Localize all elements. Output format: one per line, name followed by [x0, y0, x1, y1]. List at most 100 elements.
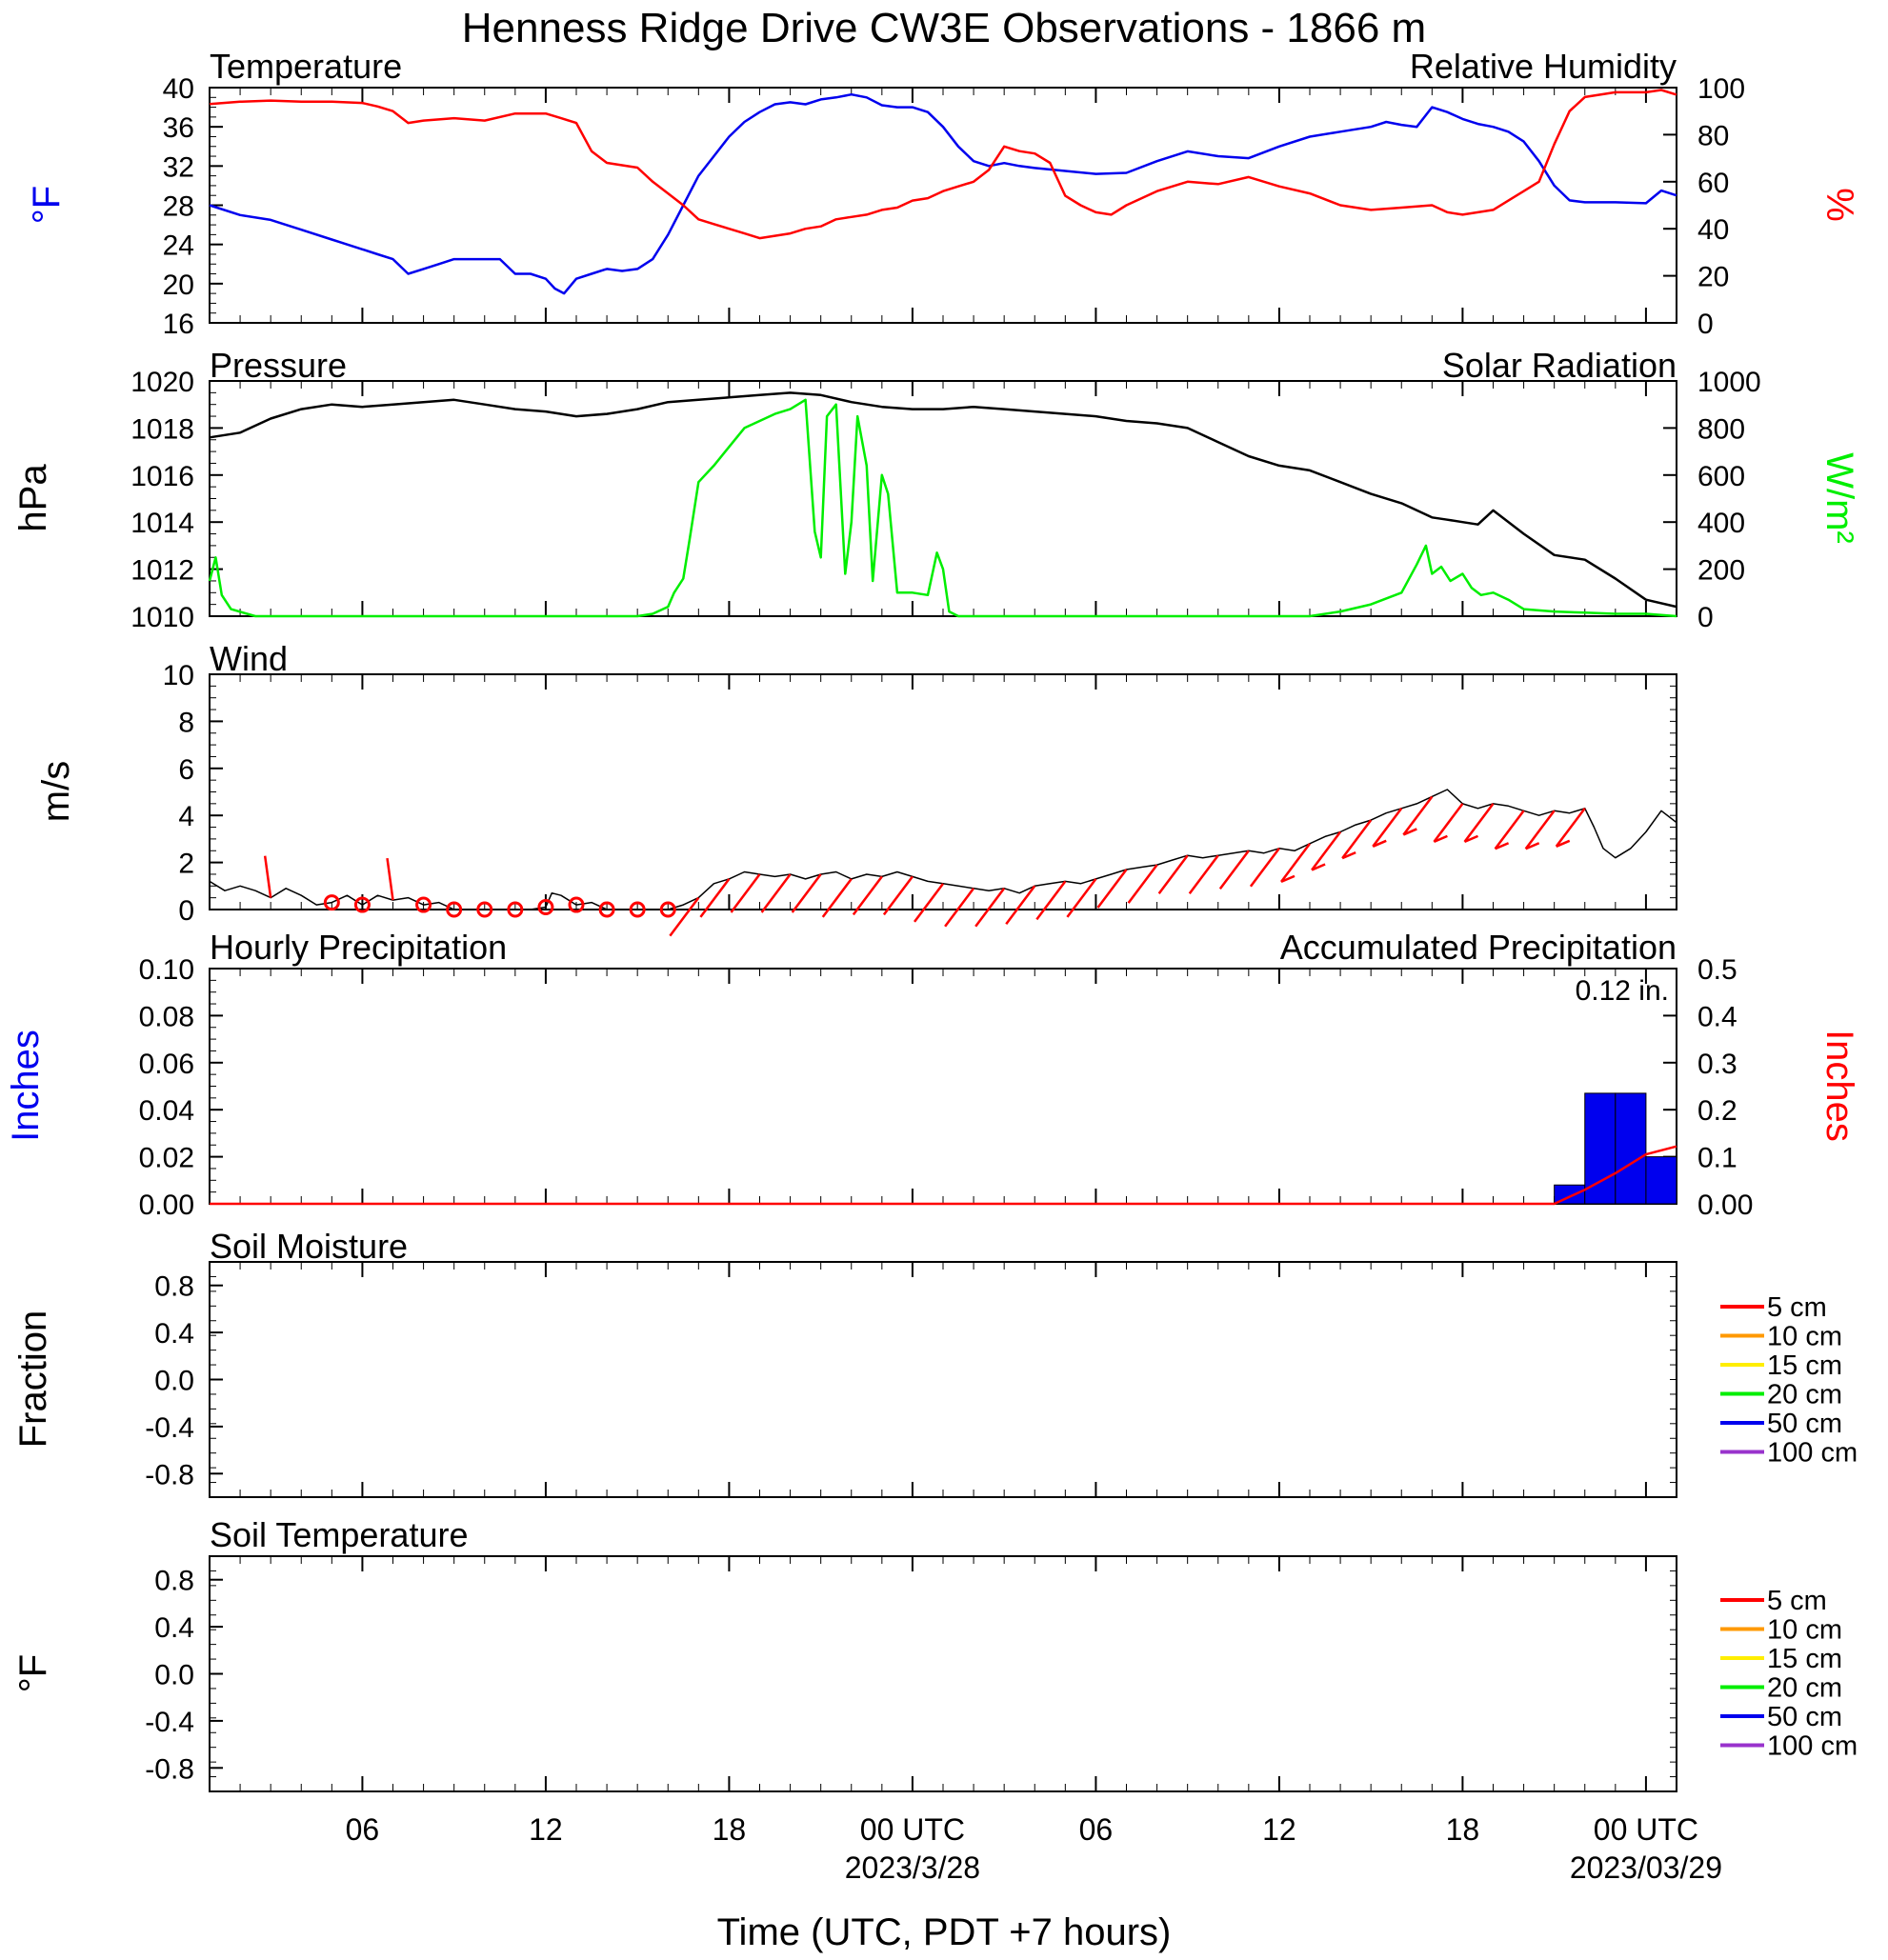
- calm-wind-marker: [507, 901, 524, 918]
- wind-barb: [944, 888, 975, 928]
- accum-precip-total: 0.12 in.: [1576, 975, 1669, 1007]
- wind-barb-flag: [1311, 863, 1326, 871]
- temperature-line: [209, 92, 1677, 295]
- calm-wind-marker: [415, 896, 432, 913]
- legend-label: 100 cm: [1767, 1438, 1858, 1469]
- legend-label: 5 cm: [1767, 1292, 1827, 1323]
- x-tick-label: 00 UTC: [1594, 1812, 1698, 1847]
- y-tick-label: 20: [1697, 262, 1729, 293]
- soil-moisture-title: Soil Moisture: [210, 1227, 408, 1266]
- temperature-humidity-panel: Temperature Relative Humidity °F % 16 20 2…: [26, 47, 1860, 340]
- wind-barb: [914, 883, 944, 923]
- soil-temperature-x-ticks: [209, 1556, 1677, 1791]
- legend-label: 15 cm: [1767, 1350, 1842, 1381]
- legend-label: 20 cm: [1767, 1673, 1842, 1704]
- wind-barb: [791, 873, 822, 913]
- wind-barb-flag: [1556, 839, 1571, 848]
- humidity-title: Relative Humidity: [1410, 47, 1677, 86]
- y-tick-label: -0.4: [145, 1412, 194, 1444]
- wind-barb: [1341, 819, 1373, 859]
- y-tick-label: 32: [163, 151, 194, 183]
- solar-axis-label: W/m²: [1818, 452, 1860, 544]
- calm-wind-marker: [537, 899, 554, 916]
- temperature-humidity-series: [209, 89, 1677, 295]
- y-tick-label: 28: [163, 191, 194, 223]
- pressure-solar-panel: Pressure Solar Radiation hPa W/m² 101010…: [12, 346, 1860, 633]
- humidity-line: [209, 89, 1677, 240]
- y-tick-label: 0.0: [154, 1660, 194, 1691]
- humidity-axis-label: %: [1818, 188, 1860, 222]
- y-tick-label: 1020: [131, 367, 194, 398]
- wind-barb: [1035, 880, 1067, 921]
- calm-wind-marker: [476, 901, 493, 918]
- wind-barb: [1005, 885, 1036, 926]
- y-tick-label: 1018: [131, 413, 194, 445]
- x-tick-label: 06: [346, 1812, 380, 1847]
- y-tick-label: 1010: [131, 602, 194, 633]
- y-tick-label: 40: [163, 73, 194, 105]
- solar-line: [208, 398, 1677, 618]
- wind-barb: [1494, 810, 1525, 850]
- wind-barb: [1372, 808, 1403, 848]
- pressure-line: [209, 391, 1677, 609]
- calm-wind-marker: [353, 896, 371, 913]
- y-tick-label: 1016: [131, 461, 194, 492]
- wind-panel: Wind m/s 0 2 4 6 8 10: [35, 639, 1677, 937]
- legend-label: 50 cm: [1767, 1702, 1842, 1732]
- temperature-humidity-frame: [209, 87, 1677, 324]
- temperature-x-ticks: [209, 88, 1677, 323]
- wind-barb: [974, 888, 1006, 928]
- wind-barb: [821, 878, 853, 918]
- wind-x-ticks: [209, 674, 1677, 910]
- y-tick-label: 1014: [131, 508, 194, 539]
- wind-barb-flag: [1372, 839, 1387, 848]
- wind-series: [209, 789, 1677, 937]
- x-tick-label: 12: [1262, 1812, 1296, 1847]
- accum-precip-ticks: 0.00 0.1 0.2 0.3 0.4 0.5: [1663, 954, 1753, 1221]
- hourly-precip-title: Hourly Precipitation: [210, 928, 507, 967]
- solar-ticks: 0 200 400 600 800 1000: [1663, 367, 1761, 633]
- soil-moisture-frame: [209, 1261, 1677, 1498]
- x-tick-label: 12: [529, 1812, 563, 1847]
- y-tick-label: 0.8: [154, 1271, 194, 1303]
- hourly-precip-axis-label: Inches: [5, 1030, 47, 1142]
- accum-precip-title: Accumulated Precipitation: [1280, 928, 1677, 967]
- wind-barb: [1157, 854, 1189, 894]
- y-tick-label: 6: [178, 754, 194, 786]
- time-axis-title: Time (UTC, PDT +7 hours): [717, 1911, 1172, 1953]
- solar-title: Solar Radiation: [1442, 346, 1677, 385]
- y-tick-label: 0: [178, 895, 194, 927]
- y-tick-label: 24: [163, 230, 194, 262]
- legend-label: 20 cm: [1767, 1380, 1842, 1410]
- wind-barb: [1218, 850, 1250, 890]
- y-tick-label: 0.06: [139, 1049, 194, 1080]
- wind-barb: [1066, 878, 1097, 918]
- temperature-title: Temperature: [210, 47, 402, 86]
- y-tick-label: 2: [178, 849, 194, 880]
- y-tick-label: 0.0: [154, 1366, 194, 1397]
- y-tick-label: 0: [1697, 309, 1714, 340]
- x-tick-label: 18: [713, 1812, 747, 1847]
- accum-precip-axis-label: Inches: [1818, 1030, 1860, 1142]
- x-tick-date: 2023/03/29: [1570, 1850, 1722, 1885]
- y-tick-label: 0.4: [154, 1612, 194, 1644]
- wind-barb-flag: [1495, 842, 1510, 850]
- y-tick-label: 8: [178, 707, 194, 738]
- legend-label: 10 cm: [1767, 1615, 1842, 1646]
- hourly-precip-bar: [1615, 1092, 1647, 1205]
- pressure-x-ticks: [209, 381, 1677, 616]
- wind-barb: [1127, 864, 1158, 904]
- y-tick-label: 1000: [1697, 367, 1761, 398]
- wind-barb: [882, 875, 914, 916]
- y-tick-label: 0.00: [139, 1190, 194, 1221]
- soil-temperature-panel: Soil Temperature °F -0.8 -0.4 0.0 0.4 0.8 5 …: [12, 1515, 1858, 1792]
- hourly-precip-ticks: 0.00 0.02 0.04 0.06 0.08 0.10: [139, 954, 223, 1221]
- y-tick-label: 0.4: [154, 1318, 194, 1350]
- y-tick-label: -0.4: [145, 1707, 194, 1738]
- hourly-precip-bar: [1584, 1092, 1617, 1205]
- wind-barb: [730, 873, 761, 913]
- y-tick-label: 10: [163, 660, 194, 691]
- wind-barb: [1433, 803, 1464, 843]
